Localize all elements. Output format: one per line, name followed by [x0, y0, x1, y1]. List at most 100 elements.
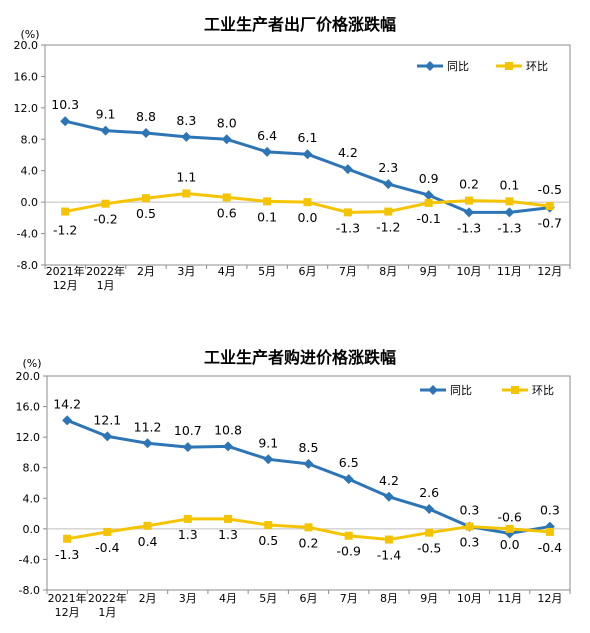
y-tick-label: -4.0: [19, 553, 40, 566]
yoy-marker: [423, 190, 434, 201]
mom-data-label: -1.3: [55, 547, 79, 562]
purchase-price-chart: 工业生产者购进价格涨跌幅 (%) 20.0 16.0 12.0 8.0 4.0 0.0 -4.0…: [0, 340, 590, 633]
mom-data-label: 0.1: [499, 177, 519, 192]
x-tick-label: 7月: [339, 265, 357, 278]
legend-label: 环比: [532, 384, 554, 397]
mom-marker: [304, 523, 313, 532]
mom-marker: [343, 208, 352, 217]
yoy-marker: [383, 491, 394, 502]
yoy-marker: [263, 454, 274, 465]
mom-marker: [143, 521, 152, 530]
yoy-data-label: 11.2: [134, 419, 162, 434]
mom-data-label: 1.3: [178, 527, 198, 542]
y-tick-label: 0.0: [23, 523, 41, 536]
yoy-data-label: 8.8: [136, 109, 156, 124]
mom-marker: [545, 527, 554, 536]
mom-marker: [384, 535, 393, 544]
mom-data-label: -0.4: [95, 540, 119, 555]
yoy-data-label: 9.1: [96, 107, 116, 122]
yoy-marker: [102, 431, 113, 442]
mom-data-label: 1.1: [176, 170, 196, 185]
x-tick-label: 3月: [179, 592, 197, 605]
yoy-marker: [140, 128, 151, 138]
mom-data-label: -1.2: [53, 223, 77, 238]
x-tick-label: 12月: [537, 265, 562, 278]
mom-data-label: -0.5: [538, 182, 562, 197]
yoy-data-label: 14.2: [53, 396, 81, 411]
yoy-data-label: 2.3: [378, 160, 398, 175]
yoy-data-label: 10.3: [51, 97, 79, 112]
x-tick-label: 5月: [258, 265, 276, 278]
legend-label: 环比: [526, 60, 548, 73]
x-tick-label: 4月: [218, 265, 236, 278]
mom-data-label: 0.3: [459, 535, 479, 550]
mom-data-label: 0.5: [136, 206, 156, 221]
yoy-marker: [62, 415, 73, 426]
mom-data-label: 0.5: [258, 533, 278, 548]
yoy-data-label: 6.4: [257, 128, 277, 143]
y-axis-unit: (%): [22, 357, 41, 370]
yoy-data-label: 4.2: [338, 145, 358, 160]
y-tick-label: 0.0: [21, 196, 39, 209]
y-tick-label: 4.0: [21, 165, 39, 178]
mom-data-label: -1.2: [376, 220, 400, 235]
x-tick-label: 2月: [139, 592, 157, 605]
mom-data-label: -0.1: [416, 211, 440, 226]
mom-marker: [344, 531, 353, 540]
chart-title: 工业生产者购进价格涨跌幅: [204, 348, 396, 367]
yoy-data-label: 12.1: [93, 412, 121, 427]
mom-data-label: -0.9: [337, 544, 361, 559]
x-tick-label: 12月: [53, 279, 78, 292]
x-tick-label: 11月: [497, 592, 522, 605]
x-tick-label: 8月: [380, 592, 398, 605]
x-tick-label: 10月: [457, 265, 482, 278]
yoy-data-label: 8.5: [299, 440, 319, 455]
mom-data-label: -1.3: [336, 220, 360, 235]
yoy-data-label: 4.2: [379, 473, 399, 488]
yoy-marker: [424, 503, 435, 514]
yoy-data-label: 10.7: [174, 423, 202, 438]
yoy-marker: [182, 442, 193, 453]
x-tick-label: 8月: [379, 265, 397, 278]
mom-marker: [384, 207, 393, 216]
legend-marker: [505, 62, 513, 70]
mom-data-label: 0.4: [138, 534, 158, 549]
y-axis-unit: (%): [20, 28, 39, 41]
x-tick-label: 1月: [97, 279, 115, 292]
yoy-marker: [343, 474, 354, 485]
yoy-data-label: 2.6: [419, 485, 439, 500]
yoy-data-label: -1.3: [497, 220, 521, 235]
mom-data-label: -0.5: [417, 541, 441, 556]
mom-marker: [424, 198, 433, 207]
mom-marker: [465, 522, 474, 531]
mom-marker: [425, 528, 434, 537]
yoy-marker: [181, 131, 192, 142]
yoy-data-label: 8.3: [176, 113, 196, 128]
mom-marker: [505, 524, 514, 533]
mom-marker: [222, 193, 231, 202]
mom-data-label: 1.3: [218, 527, 238, 542]
y-tick-label: -8.0: [19, 584, 40, 597]
purchase-price-chart-svg: 工业生产者购进价格涨跌幅 (%)20.0 16.0 12.0 8.0 4.0 0.0 -4.0…: [16, 348, 571, 619]
yoy-marker: [223, 441, 234, 452]
yoy-marker: [504, 207, 515, 218]
y-tick-label: -8.0: [17, 259, 38, 272]
y-tick-label: 12.0: [16, 431, 41, 444]
yoy-data-label: -0.7: [538, 216, 562, 231]
x-tick-label: 9月: [420, 592, 438, 605]
yoy-data-label: 9.1: [258, 435, 278, 450]
yoy-marker: [262, 146, 273, 157]
x-tick-label: 7月: [340, 592, 358, 605]
y-tick-label: 4.0: [23, 492, 41, 505]
yoy-data-label: 10.8: [214, 422, 242, 437]
y-tick-label: 16.0: [14, 70, 39, 83]
chart-title: 工业生产者出厂价格涨跌幅: [204, 15, 396, 34]
mom-marker: [101, 199, 110, 208]
legend-marker: [425, 61, 435, 71]
mom-marker: [545, 202, 554, 211]
output-price-chart: 工业生产者出厂价格涨跌幅 (%) 20.0 16.0 12.0 8.0 4.0 0.0 -4.0…: [0, 0, 590, 305]
y-tick-label: 16.0: [16, 401, 41, 414]
yoy-data-label: 0.9: [419, 171, 439, 186]
x-tick-label: 2月: [137, 265, 155, 278]
yoy-marker: [303, 458, 314, 469]
